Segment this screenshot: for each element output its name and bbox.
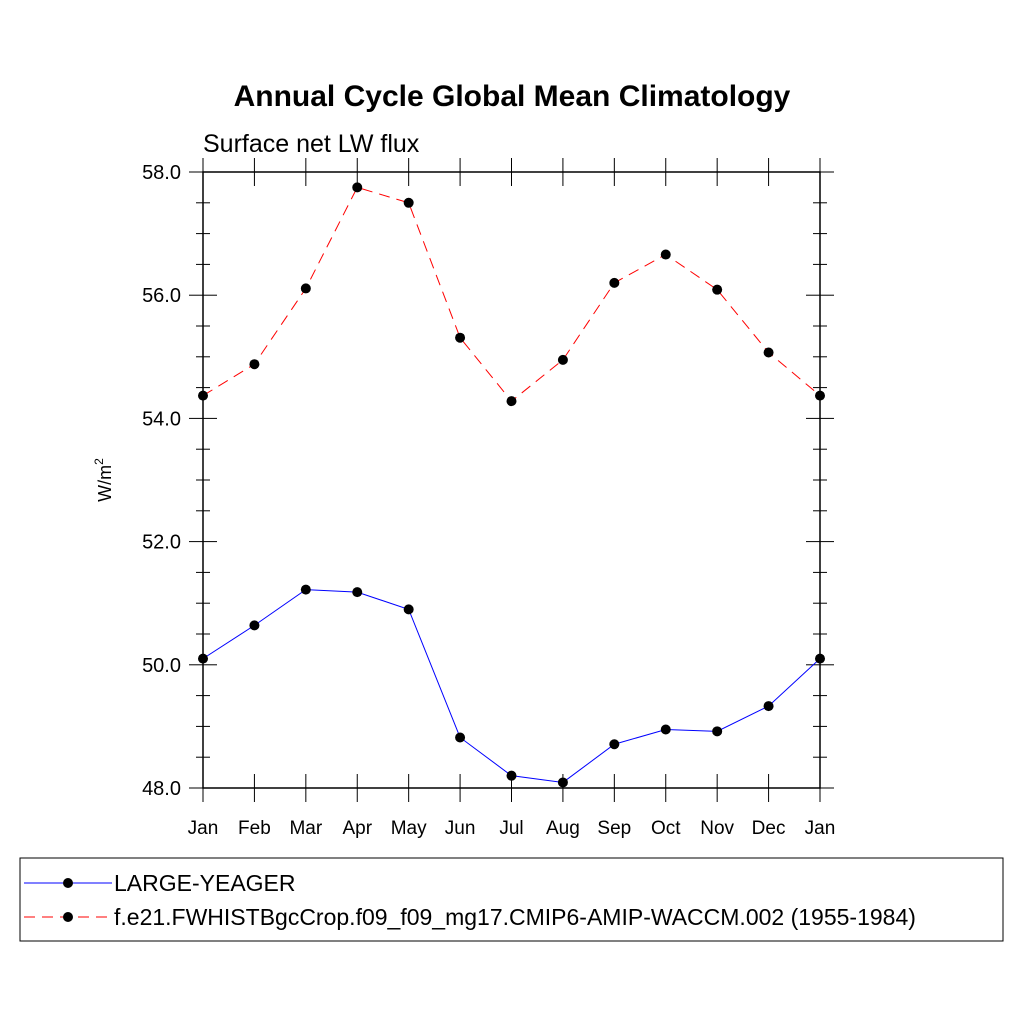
data-point [609,277,620,288]
x-tick-label: Jun [445,818,476,839]
x-tick-label: Sep [597,818,631,839]
axis-ticks [189,158,834,802]
data-point [609,739,620,750]
x-tick-label: Dec [752,818,786,839]
data-point [249,359,260,370]
x-tick-label: May [391,818,427,839]
series-0 [198,584,825,788]
data-point [403,197,414,208]
x-tick-label: Aug [546,818,580,839]
x-tick-label: Jul [499,818,523,839]
y-tick-label: 48.0 [142,778,181,800]
x-tick-label: Jan [805,818,836,839]
chart-title: Annual Cycle Global Mean Climatology [234,80,791,113]
series-layer [198,182,825,788]
y-axis-label-text: W/m [95,465,115,502]
x-tick-label: Apr [342,818,372,839]
y-axis-label: W/m2 [92,458,115,502]
data-point [249,620,260,631]
x-tick-label: Jan [188,818,219,839]
x-tick-label: Feb [238,818,271,839]
data-point [352,587,363,598]
data-point [815,653,825,664]
data-point [557,354,568,365]
data-point [300,283,311,294]
x-tick-label: Nov [700,818,734,839]
y-axis-label-superscript: 2 [92,458,106,465]
y-tick-label: 52.0 [142,532,181,554]
data-point [455,732,466,743]
legend-box [19,857,1004,942]
y-tick-labels: 48.0 50.0 52.0 54.0 56.0 58.0 [142,162,181,800]
data-point [815,390,825,401]
legend: LARGE-YEAGER f.e21.FWHISTBgcCrop.f09_f09… [19,857,1004,942]
data-point [712,726,723,737]
data-point [403,604,414,615]
data-point [763,347,774,358]
data-point [352,182,363,193]
data-point [198,390,208,401]
data-point [660,724,671,735]
y-tick-label: 54.0 [142,408,181,430]
data-point [763,701,774,712]
legend-marker-waccm [63,912,73,922]
x-tick-label: Mar [289,818,322,839]
legend-label-large-yeager: LARGE-YEAGER [114,870,296,896]
series-line [202,186,821,402]
series-1 [198,182,825,407]
data-point [506,396,517,407]
chart-subtitle: Surface net LW flux [203,130,420,158]
y-tick-label: 50.0 [142,655,181,677]
data-point [198,653,208,664]
y-tick-label: 58.0 [142,162,181,184]
data-point [712,284,723,295]
series-line [202,589,821,783]
legend-label-waccm: f.e21.FWHISTBgcCrop.f09_f09_mg17.CMIP6-A… [114,904,916,930]
svg-text:W/m2: W/m2 [92,458,115,502]
x-tick-label: Oct [651,818,681,839]
data-point [300,584,311,595]
plot-frame [202,171,821,789]
legend-marker-large-yeager [63,878,73,888]
data-point [557,777,568,788]
data-point [660,249,671,260]
y-tick-label: 56.0 [142,285,181,307]
data-point [506,770,517,781]
x-tick-labels: Jan Feb Mar Apr May Jun Jul Aug Sep Oct Nov Dec Jan [188,818,836,839]
data-point [455,332,466,343]
